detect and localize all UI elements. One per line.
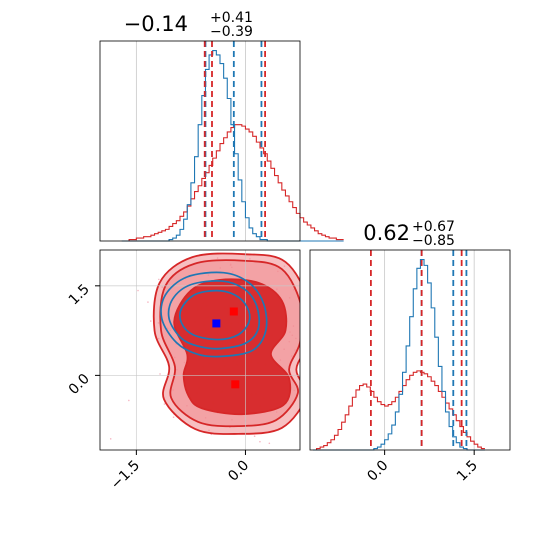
scatter-point bbox=[109, 438, 112, 440]
scatter-point bbox=[302, 380, 304, 382]
scatter-point bbox=[172, 416, 175, 419]
scatter-point bbox=[253, 435, 256, 437]
scatter-point bbox=[158, 278, 160, 281]
x-tick-label-1: 0.0 bbox=[225, 458, 252, 485]
marginal-0-title: −0.14 +0.41 −0.39 bbox=[124, 10, 253, 40]
marginal-0-title-minus: −0.39 bbox=[210, 24, 253, 40]
scatter-point bbox=[303, 355, 305, 357]
y-tick-label-1: 1.5 bbox=[66, 281, 93, 308]
marginal-0-title-median: −0.14 bbox=[124, 12, 188, 36]
scatter-point bbox=[307, 347, 309, 349]
marginal-1-title-plus: +0.67 bbox=[412, 219, 455, 235]
scatter-point bbox=[163, 403, 166, 405]
scatter-point bbox=[268, 442, 271, 445]
quantile-lines-marginal-0 bbox=[203, 41, 266, 241]
m1-x-tick-label-1: 1.5 bbox=[454, 458, 481, 485]
blue-contour-level-0 bbox=[160, 271, 268, 358]
scatter-point bbox=[159, 373, 161, 375]
joint-blue-contours bbox=[160, 271, 268, 358]
marginal-1-x-ticks: 0.0 1.5 bbox=[364, 450, 481, 485]
m1-x-tick-label-0: 0.0 bbox=[364, 458, 391, 485]
scatter-point bbox=[302, 353, 304, 355]
marginal-0-frame bbox=[99, 40, 301, 242]
scatter-point bbox=[147, 301, 149, 303]
joint-markers bbox=[212, 307, 240, 389]
joint-y-ticks: 0.0 1.5 bbox=[66, 281, 100, 398]
grid-marginal-1 bbox=[384, 250, 475, 450]
blue-marker bbox=[212, 319, 221, 328]
y-tick-label-0: 0.0 bbox=[66, 371, 93, 398]
scatter-point bbox=[149, 320, 152, 322]
marginal-panel-param-0: −0.14 +0.41 −0.39 bbox=[99, 10, 344, 242]
marginal-panel-param-1: 0.0 1.5 0.62 +0.67 −0.85 bbox=[309, 219, 511, 485]
marginal-1-title-median: 0.62 bbox=[363, 221, 410, 245]
joint-frame bbox=[99, 249, 301, 451]
marginal-1-frame bbox=[309, 249, 511, 451]
scatter-point bbox=[208, 245, 210, 247]
blue-contour-level-2 bbox=[179, 289, 251, 341]
red-peak-marker bbox=[229, 307, 238, 316]
joint-panel: −1.5 0.0 0.0 1.5 bbox=[66, 245, 309, 493]
x-tick-label-0: −1.5 bbox=[108, 458, 143, 493]
quantile-lines-marginal-1 bbox=[369, 250, 468, 450]
scatter-point bbox=[137, 289, 139, 292]
marginal-1-title: 0.62 +0.67 −0.85 bbox=[363, 219, 455, 249]
blue-contour-level-1 bbox=[167, 280, 261, 350]
joint-x-ticks: −1.5 0.0 bbox=[108, 450, 252, 493]
scatter-point bbox=[128, 399, 130, 402]
scatter-point bbox=[259, 440, 261, 443]
marginal-1-title-minus: −0.85 bbox=[412, 233, 455, 249]
red-marker bbox=[231, 380, 240, 389]
grid-joint bbox=[100, 250, 300, 450]
marginal-0-title-plus: +0.41 bbox=[210, 10, 253, 26]
